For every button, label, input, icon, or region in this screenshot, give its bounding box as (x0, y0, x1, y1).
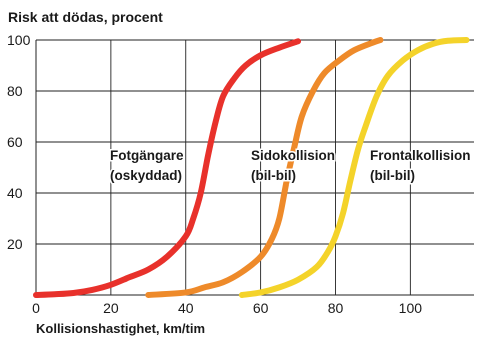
series-label: (bil-bil) (251, 168, 296, 183)
series-label: Frontalkollision (370, 148, 471, 163)
x-tick-label: 100 (399, 300, 423, 316)
series-line-frontal-collision (238, 37, 470, 298)
series-label: (oskyddad) (110, 168, 182, 183)
y-tick-label: 80 (7, 83, 23, 99)
x-tick-label: 40 (178, 300, 194, 316)
series-label: Sidokollision (251, 148, 335, 163)
y-tick-label: 60 (7, 134, 23, 150)
x-tick-label: 0 (32, 300, 40, 316)
y-tick-label: 100 (7, 32, 31, 48)
series-lines (33, 37, 470, 298)
series-label: (bil-bil) (370, 168, 415, 183)
x-tick-label: 20 (103, 300, 119, 316)
series-labels: Fotgängare (oskyddad) Sidokollision (bil-bi… (109, 147, 473, 185)
x-tick-label: 60 (253, 300, 269, 316)
x-axis-label: Kollisionshastighet, km/tim (36, 321, 205, 336)
series-label: Fotgängare (110, 148, 184, 163)
series-line-side-collision (145, 37, 384, 298)
y-tick-label: 20 (7, 236, 23, 252)
grid-lines (35, 39, 474, 296)
x-tick-label: 80 (328, 300, 344, 316)
series-line-pedestrian (33, 38, 302, 298)
tick-labels: 20 40 60 80 100 0 20 40 60 80 100 (7, 32, 422, 316)
chart-title: Risk att dödas, procent (8, 9, 163, 25)
y-tick-label: 40 (7, 185, 23, 201)
